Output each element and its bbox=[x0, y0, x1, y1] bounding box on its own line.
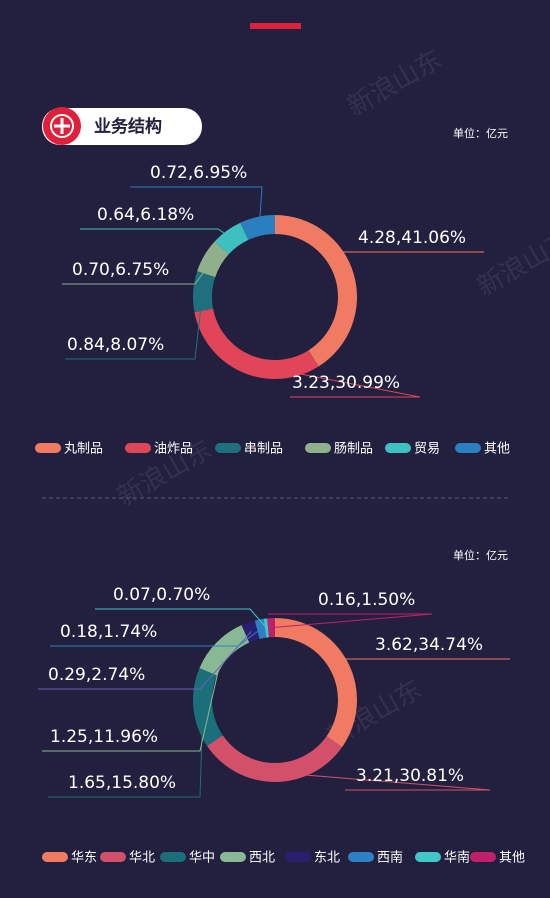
data-label: 0.70,6.75% bbox=[72, 260, 169, 280]
leader-line bbox=[274, 771, 491, 791]
data-label: 3.23,30.99% bbox=[292, 373, 400, 393]
legend-label: 丸制品 bbox=[64, 442, 103, 457]
data-label: 0.07,0.70% bbox=[113, 585, 210, 605]
section-title: 业务结构 bbox=[94, 116, 162, 137]
legend-label: 东北 bbox=[314, 851, 340, 866]
header-pill bbox=[42, 108, 202, 145]
legend-swatch bbox=[100, 852, 126, 862]
leader-line bbox=[38, 631, 252, 690]
leader-line bbox=[62, 259, 213, 285]
legend-swatch bbox=[160, 852, 186, 862]
legend-label: 华北 bbox=[129, 851, 155, 866]
data-label: 3.62,34.74% bbox=[375, 635, 483, 655]
donut-slice bbox=[207, 735, 343, 782]
legend-swatch bbox=[455, 443, 481, 453]
legend-label: 肠制品 bbox=[334, 442, 373, 457]
leader-line bbox=[50, 628, 262, 647]
legend-swatch bbox=[385, 443, 411, 453]
leader-line bbox=[268, 613, 433, 629]
data-label: 0.16,1.50% bbox=[318, 590, 415, 610]
donut-slice bbox=[275, 618, 358, 748]
legend-label: 华东 bbox=[71, 851, 97, 866]
donut-slice bbox=[241, 620, 260, 643]
legend-swatch bbox=[285, 852, 311, 862]
donut-slice bbox=[199, 625, 250, 676]
donut-slice bbox=[197, 241, 229, 278]
legend-label: 贸易 bbox=[414, 442, 440, 457]
leader-line bbox=[245, 362, 421, 398]
unit-label: 单位：亿元 bbox=[453, 126, 508, 140]
legend-label: 华南 bbox=[444, 850, 470, 866]
header-icon-ring bbox=[50, 114, 74, 138]
legend-swatch bbox=[348, 852, 374, 862]
leader-line bbox=[42, 649, 224, 752]
legend-swatch bbox=[305, 443, 331, 453]
leader-line bbox=[80, 228, 233, 239]
legend-swatch bbox=[35, 443, 61, 453]
legend-swatch bbox=[42, 852, 68, 862]
legend-label: 串制品 bbox=[244, 442, 283, 457]
legend-label: 西南 bbox=[377, 850, 403, 866]
leader-line bbox=[130, 186, 263, 227]
leader-line bbox=[48, 707, 204, 798]
donut-slice bbox=[193, 271, 216, 313]
data-label: 3.21,30.81% bbox=[356, 766, 464, 786]
legend-label: 其他 bbox=[484, 442, 510, 457]
unit-label: 单位：亿元 bbox=[453, 548, 508, 562]
legend-label: 西北 bbox=[249, 851, 275, 866]
data-label: 1.25,11.96% bbox=[50, 727, 158, 747]
donut-slice bbox=[267, 618, 275, 638]
donut-slice bbox=[193, 668, 223, 746]
legend-swatch bbox=[470, 852, 496, 862]
data-label: 4.28,41.06% bbox=[358, 228, 466, 248]
top-bar bbox=[250, 23, 301, 29]
leader-line bbox=[95, 608, 267, 629]
legend-label: 其他 bbox=[499, 851, 525, 866]
data-label: 1.65,15.80% bbox=[68, 773, 176, 793]
data-label: 0.64,6.18% bbox=[97, 205, 194, 225]
donut-slice bbox=[275, 215, 357, 367]
legend-swatch bbox=[415, 852, 441, 862]
legend-label: 油炸品 bbox=[154, 442, 193, 457]
donut-slice bbox=[194, 308, 319, 379]
data-label: 0.29,2.74% bbox=[48, 665, 145, 685]
data-label: 0.72,6.95% bbox=[150, 163, 247, 183]
donut-slice bbox=[240, 215, 275, 240]
header-icon-cross bbox=[54, 118, 70, 134]
leader-line bbox=[65, 292, 204, 360]
leader-line bbox=[339, 251, 484, 277]
data-label: 0.84,8.07% bbox=[67, 335, 164, 355]
legend-label: 华中 bbox=[189, 851, 215, 866]
leader-line bbox=[338, 658, 510, 667]
legend-swatch bbox=[215, 443, 241, 453]
data-label: 0.18,1.74% bbox=[60, 622, 157, 642]
legend-swatch bbox=[125, 443, 151, 453]
legend-swatch bbox=[220, 852, 246, 862]
